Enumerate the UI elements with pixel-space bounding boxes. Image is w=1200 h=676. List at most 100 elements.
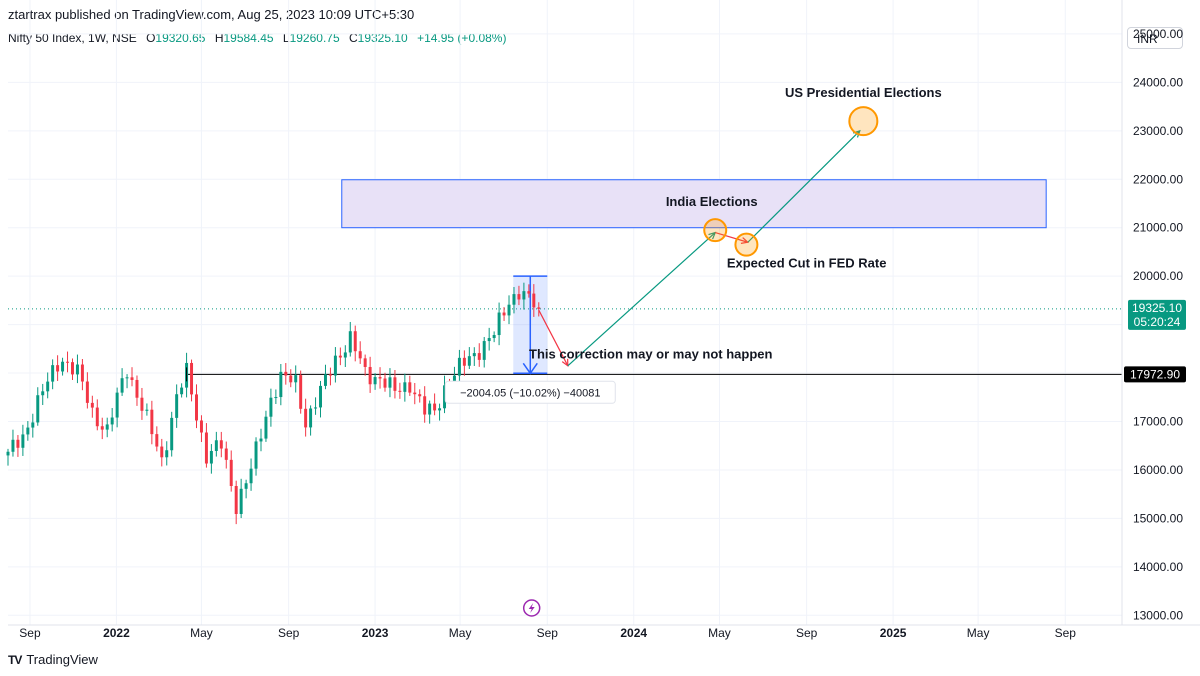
candle xyxy=(294,365,298,393)
measure-label-box: −2004.05 (−10.02%) −40081 xyxy=(444,380,616,404)
high-value: 19584.45 xyxy=(223,31,274,45)
annotations: US Presidential Elections India Elections… xyxy=(529,85,942,362)
event-marker[interactable] xyxy=(734,232,759,257)
event-marker[interactable] xyxy=(703,218,728,243)
event-markers xyxy=(703,106,879,257)
candle xyxy=(274,389,278,404)
candle xyxy=(224,441,228,469)
candle xyxy=(264,410,268,442)
low-value: 19260.75 xyxy=(289,31,340,45)
candle xyxy=(319,380,323,418)
candle xyxy=(95,399,99,431)
candle xyxy=(428,400,432,424)
price-tick-label: 16000.00 xyxy=(1133,463,1183,477)
candle xyxy=(46,372,50,399)
candle xyxy=(477,343,481,367)
annotation-text[interactable]: US Presidential Elections xyxy=(785,85,942,100)
change-value: +14.95 (+0.08%) xyxy=(417,31,507,45)
candle xyxy=(56,355,60,381)
measure-arrow-head xyxy=(522,362,538,375)
candle xyxy=(90,395,94,418)
time-tick-label: 2023 xyxy=(362,626,389,640)
candle xyxy=(358,341,362,364)
candle xyxy=(135,375,139,406)
symbol-name: Nifty 50 Index, 1W, NSE xyxy=(8,31,137,45)
annotation-text[interactable]: This correction may or may not happen xyxy=(529,347,772,362)
candle xyxy=(61,357,65,376)
candle xyxy=(249,458,253,491)
candle xyxy=(6,448,10,466)
open-label: O xyxy=(146,31,156,45)
time-tick-label: May xyxy=(708,626,731,640)
candle xyxy=(85,372,89,409)
candle xyxy=(403,373,407,402)
time-tick-label: Sep xyxy=(278,626,300,640)
candle xyxy=(497,302,501,346)
candle xyxy=(26,421,30,441)
price-tick-label: 20000.00 xyxy=(1133,269,1183,283)
candle xyxy=(472,347,476,366)
india-elections-zone[interactable] xyxy=(341,179,1047,229)
candle xyxy=(423,386,427,423)
close-label: C xyxy=(348,31,358,45)
candle xyxy=(199,415,203,443)
countdown-label: 05:20:24 xyxy=(1134,315,1181,329)
price-tick-label: 24000.00 xyxy=(1133,75,1183,89)
projection-path[interactable] xyxy=(538,129,861,368)
candle xyxy=(239,478,243,519)
symbol-legend[interactable]: Nifty 50 Index, 1W, NSE O19320.65 H19584… xyxy=(8,31,506,45)
low-label: L xyxy=(282,31,290,45)
candles xyxy=(6,282,541,525)
candle xyxy=(418,389,422,403)
tradingview-footer[interactable]: TV TradingView xyxy=(8,652,98,667)
price-tick-label: 14000.00 xyxy=(1133,560,1183,574)
candle xyxy=(180,383,184,398)
candle xyxy=(140,387,144,420)
annotation-text[interactable]: Expected Cut in FED Rate xyxy=(727,255,887,270)
candle xyxy=(16,435,20,457)
lightning-event-icon[interactable] xyxy=(522,599,541,617)
candle xyxy=(363,354,367,376)
candle xyxy=(299,370,303,414)
candle xyxy=(120,368,124,396)
candle xyxy=(269,388,273,427)
candle xyxy=(512,287,516,314)
tradingview-brand: TradingView xyxy=(26,652,98,667)
candle xyxy=(75,354,79,384)
candle xyxy=(487,327,491,351)
candle xyxy=(373,373,377,390)
candle xyxy=(314,397,318,415)
candle xyxy=(348,321,352,357)
candle xyxy=(333,347,337,383)
price-tick-label: 25000.00 xyxy=(1133,27,1183,41)
candle xyxy=(244,479,248,499)
candle xyxy=(323,364,327,390)
candle xyxy=(467,347,471,370)
event-marker[interactable] xyxy=(848,106,879,137)
candle xyxy=(353,325,357,362)
annotation-text[interactable]: India Elections xyxy=(666,194,758,209)
candle xyxy=(36,387,40,426)
time-tick-label: May xyxy=(449,626,472,640)
candle xyxy=(527,284,531,298)
price-tick-label: 23000.00 xyxy=(1133,124,1183,138)
candle xyxy=(433,393,437,416)
time-tick-label: Sep xyxy=(1055,626,1077,640)
candle xyxy=(100,417,104,440)
tradingview-logo-icon: TV xyxy=(8,652,22,667)
candle xyxy=(190,359,194,402)
candle xyxy=(383,372,387,392)
time-tick-label: Sep xyxy=(796,626,818,640)
candle xyxy=(145,403,149,416)
currency-selector[interactable]: INR xyxy=(1127,27,1183,49)
candle xyxy=(537,302,541,317)
candle xyxy=(343,345,347,368)
candle xyxy=(328,367,332,386)
candle xyxy=(130,367,134,387)
candle xyxy=(80,359,84,391)
projection-segment xyxy=(538,309,569,367)
candle xyxy=(309,405,313,436)
candle xyxy=(507,295,511,325)
time-tick-label: 2022 xyxy=(103,626,130,640)
